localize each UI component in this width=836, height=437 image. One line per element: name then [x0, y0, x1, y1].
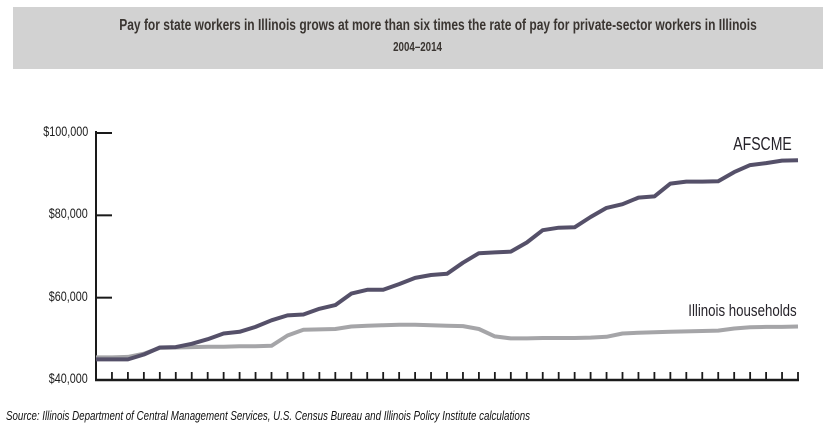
y-axis-label: $100,000 — [42, 124, 88, 139]
chart-header: Pay for state workers in Illinois grows … — [13, 7, 823, 69]
y-axis-label: $80,000 — [48, 206, 88, 222]
y-axis-label: $60,000 — [48, 288, 88, 304]
series-label-afscme: AFSCME — [733, 134, 793, 154]
chart-title: Pay for state workers in Illinois grows … — [119, 17, 757, 34]
series-line-afscme — [96, 158, 799, 362]
series-label-illinois-households: Illinois households — [687, 301, 797, 320]
y-axis-label: $40,000 — [48, 371, 88, 386]
chart-subtitle: 2004–2014 — [393, 39, 443, 54]
source-note: Source: Illinois Department of Central M… — [6, 409, 531, 423]
series-line-illinois-households — [96, 322, 799, 360]
